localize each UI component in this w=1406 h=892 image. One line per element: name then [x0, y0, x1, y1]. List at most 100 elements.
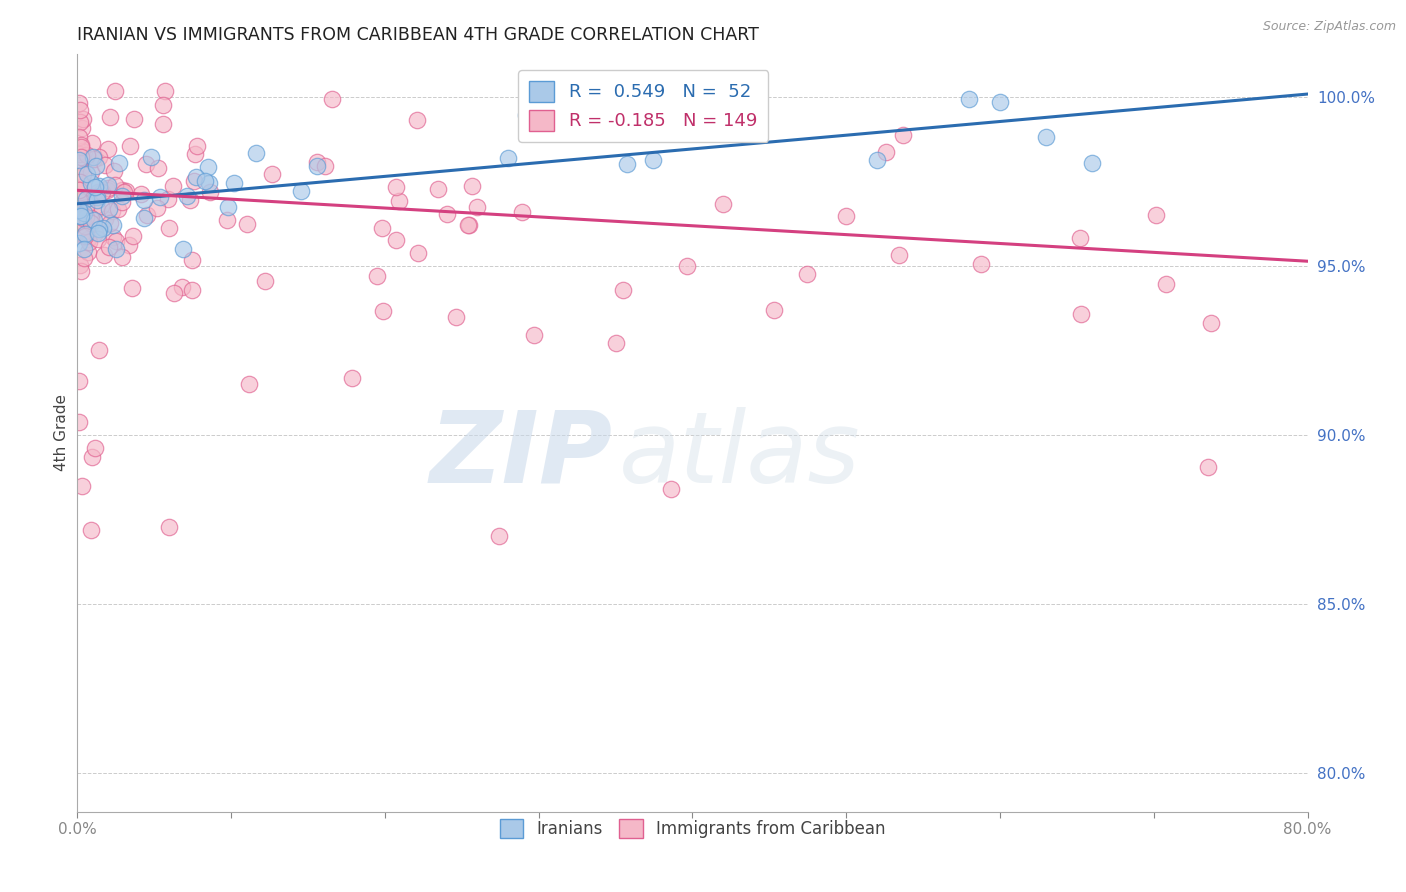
Point [156, 192, 179, 206]
Point [67, 202, 90, 217]
Point [321, 92, 343, 106]
Point [86, 202, 108, 216]
Point [186, 139, 208, 153]
Point [97, 142, 120, 156]
Point [76, 147, 98, 161]
Point [91, 186, 114, 200]
Point [70, 144, 93, 158]
Point [80, 136, 103, 151]
Point [69, 194, 91, 208]
Point [176, 189, 198, 203]
Point [87, 178, 110, 193]
Point [100, 204, 122, 219]
Point [866, 153, 889, 167]
Point [641, 153, 664, 168]
Point [79, 177, 101, 191]
Point [194, 174, 217, 188]
Point [444, 310, 467, 325]
Point [523, 327, 546, 342]
Point [970, 257, 993, 271]
Point [67, 416, 90, 430]
Point [835, 209, 858, 223]
Point [314, 159, 336, 173]
Point [132, 211, 155, 225]
Point [80, 450, 103, 464]
Point [98, 216, 121, 230]
Point [215, 213, 238, 227]
Point [86, 190, 108, 204]
Point [67, 215, 90, 229]
Point [82, 188, 104, 202]
Point [103, 164, 125, 178]
Point [97, 202, 120, 216]
Point [132, 193, 155, 207]
Point [73, 251, 96, 265]
Point [108, 155, 131, 169]
Point [75, 210, 97, 224]
Point [89, 222, 111, 236]
Point [83, 441, 105, 455]
Text: Source: ZipAtlas.com: Source: ZipAtlas.com [1263, 20, 1396, 33]
Point [118, 138, 141, 153]
Legend: Iranians, Immigrants from Caribbean: Iranians, Immigrants from Caribbean [494, 813, 891, 845]
Point [1070, 307, 1092, 321]
Point [67, 201, 90, 215]
Point [533, 126, 555, 140]
Point [69, 175, 91, 189]
Point [245, 145, 267, 160]
Point [103, 230, 125, 244]
Point [67, 96, 90, 111]
Point [82, 150, 104, 164]
Point [183, 174, 205, 188]
Point [118, 238, 141, 252]
Point [72, 112, 94, 126]
Point [70, 209, 93, 223]
Point [1081, 155, 1104, 169]
Point [461, 178, 484, 193]
Point [162, 178, 184, 193]
Text: atlas: atlas [619, 407, 860, 504]
Point [796, 267, 818, 281]
Point [70, 138, 93, 153]
Point [69, 227, 91, 242]
Point [104, 243, 127, 257]
Point [73, 205, 96, 219]
Point [80, 165, 103, 179]
Point [97, 180, 120, 194]
Point [101, 218, 124, 232]
Point [290, 184, 312, 198]
Point [887, 248, 910, 262]
Point [70, 121, 93, 136]
Point [1199, 316, 1222, 330]
Point [75, 192, 97, 206]
Point [111, 194, 134, 209]
Point [183, 147, 205, 161]
Point [94, 211, 117, 226]
Point [93, 248, 115, 262]
Point [67, 130, 90, 145]
Point [87, 232, 110, 246]
Point [875, 145, 897, 159]
Point [112, 185, 135, 199]
Point [465, 200, 488, 214]
Point [104, 84, 127, 98]
Point [236, 218, 259, 232]
Text: ZIP: ZIP [429, 407, 613, 504]
Point [73, 227, 96, 241]
Text: IRANIAN VS IMMIGRANTS FROM CARIBBEAN 4TH GRADE CORRELATION CHART: IRANIAN VS IMMIGRANTS FROM CARIBBEAN 4TH… [77, 26, 759, 44]
Point [67, 235, 90, 250]
Point [80, 216, 103, 230]
Point [222, 176, 245, 190]
Point [163, 285, 186, 300]
Point [69, 209, 91, 223]
Point [129, 187, 152, 202]
Point [1156, 277, 1178, 291]
Point [69, 258, 91, 272]
Point [152, 117, 174, 131]
Point [67, 153, 90, 167]
Point [388, 194, 411, 208]
Point [515, 108, 537, 122]
Point [146, 201, 169, 215]
Point [612, 283, 634, 297]
Point [157, 220, 180, 235]
